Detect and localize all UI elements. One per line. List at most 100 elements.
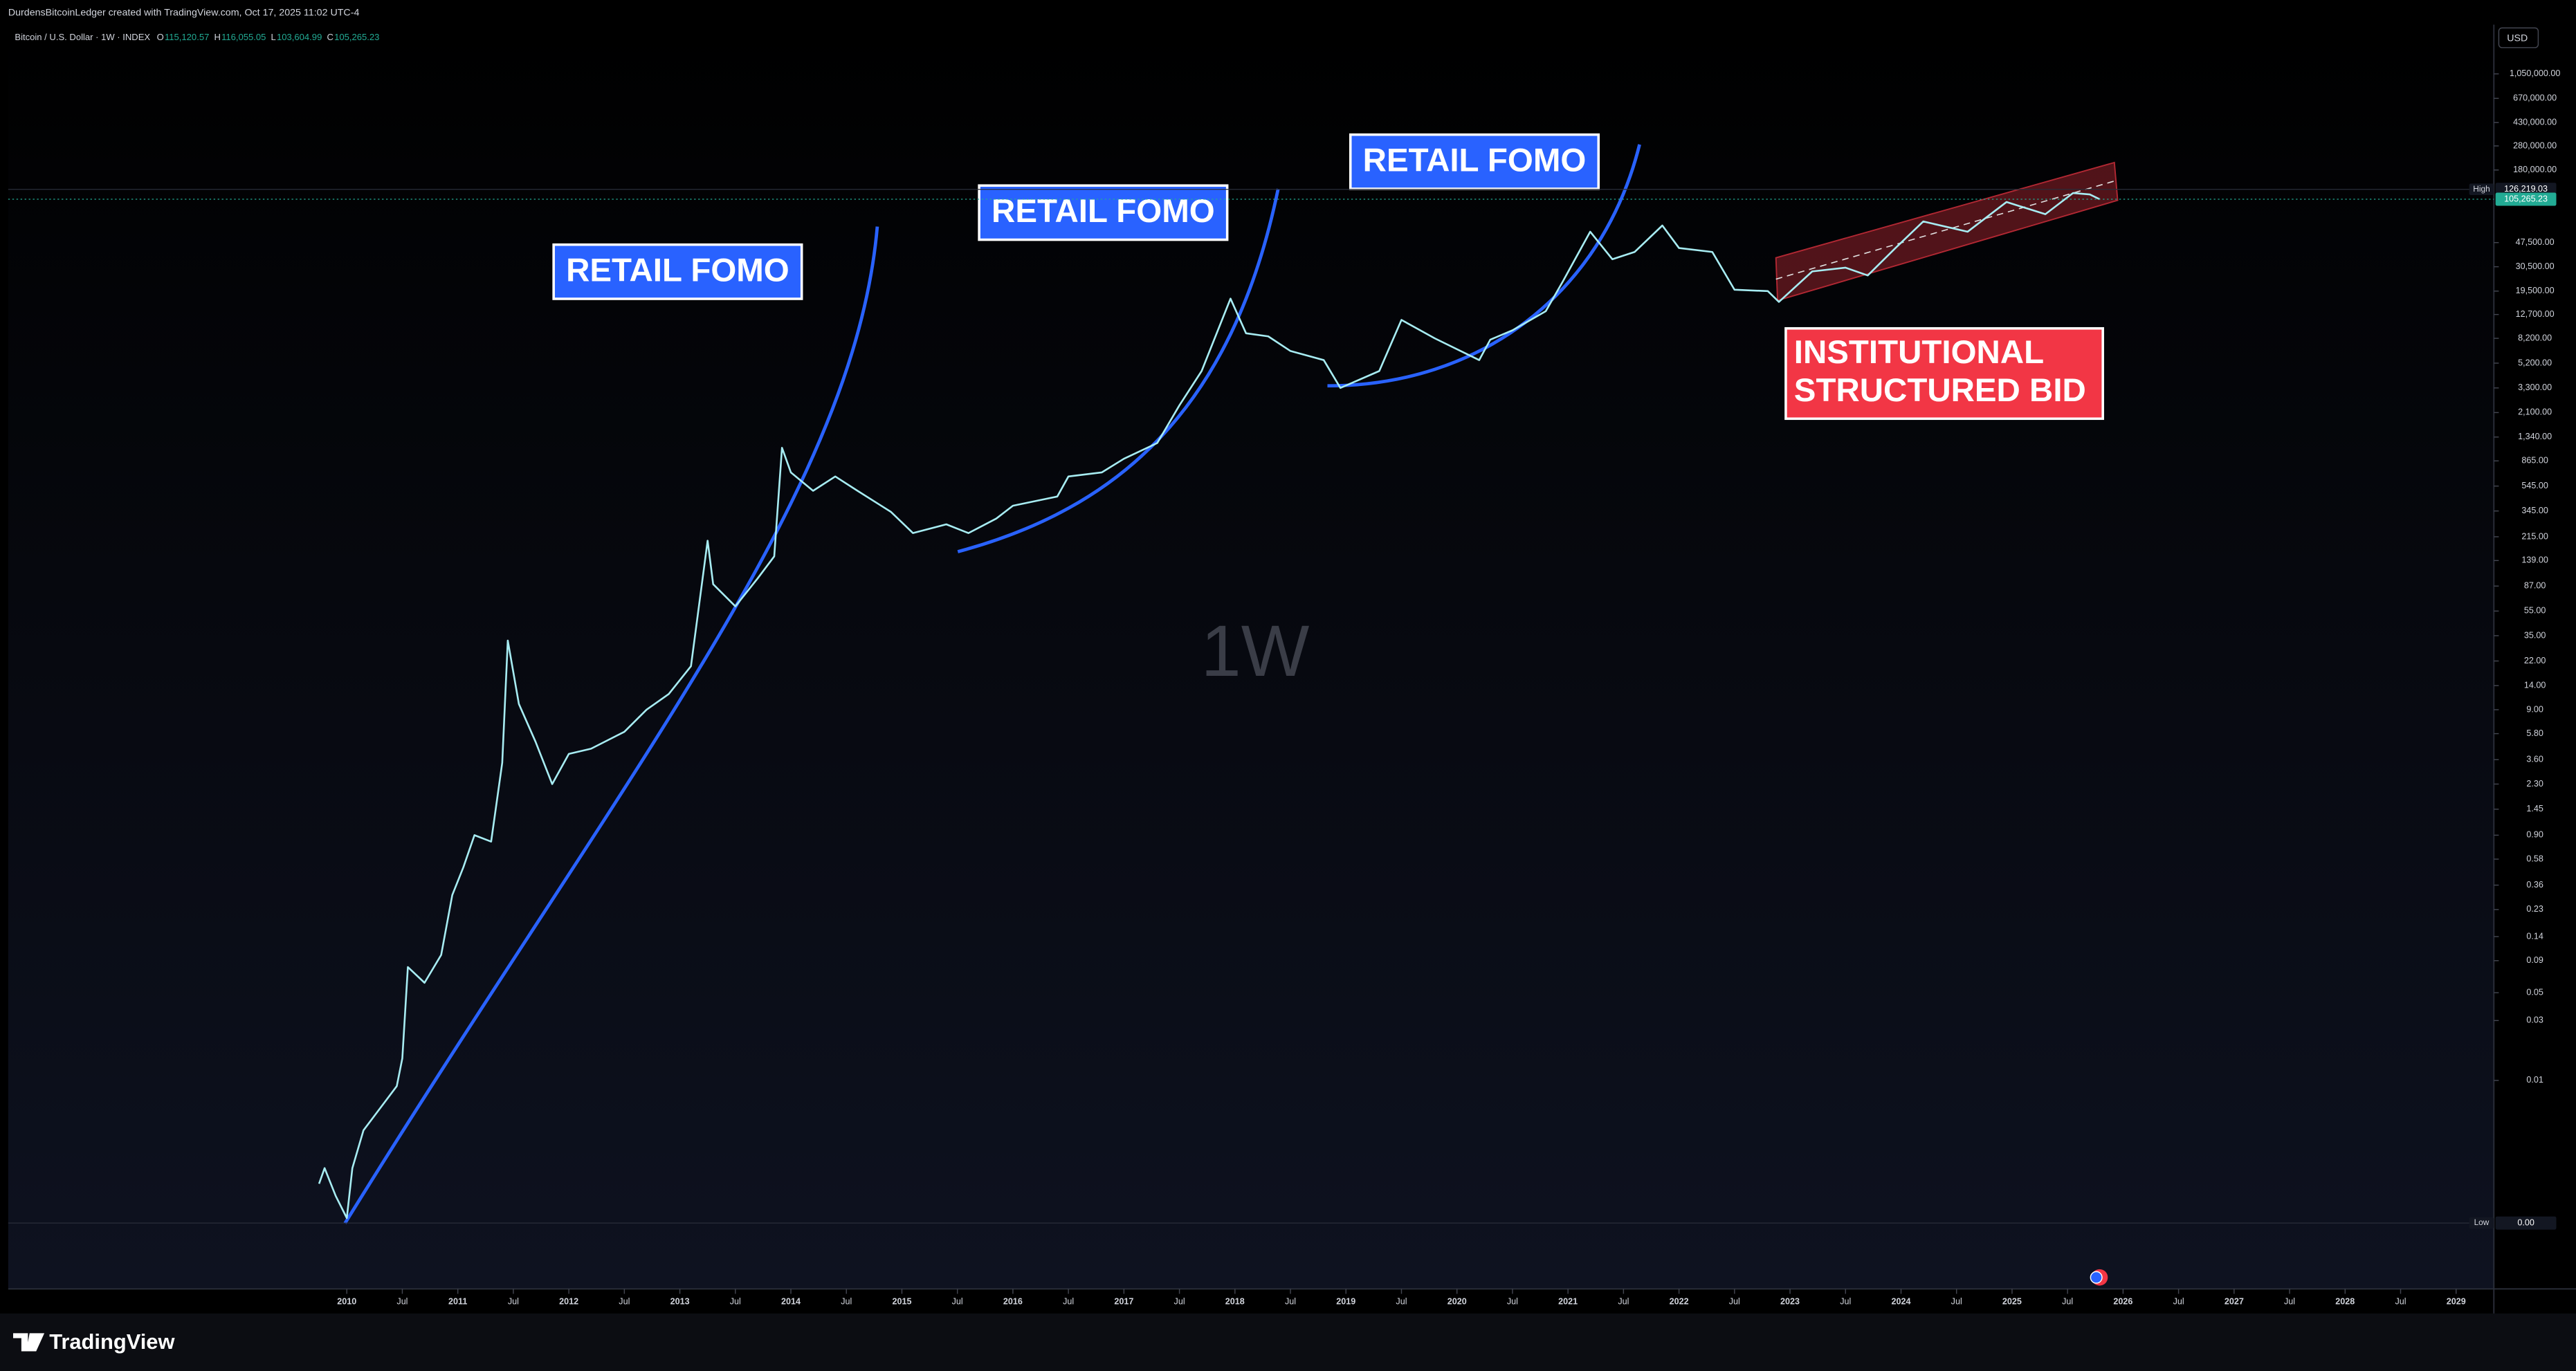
x-tick-label: 2028 xyxy=(2335,1297,2355,1307)
x-tick-label: Jul xyxy=(1951,1297,1962,1307)
price-label-box xyxy=(2495,1216,2557,1230)
x-tick-label: 2027 xyxy=(2225,1297,2244,1307)
y-tick-label: 5,200.00 xyxy=(2518,358,2552,367)
x-tick-label: Jul xyxy=(2173,1297,2184,1307)
top-bar xyxy=(0,0,2576,25)
x-tick-label: Jul xyxy=(1063,1297,1074,1307)
x-tick-label: Jul xyxy=(1507,1297,1518,1307)
y-tick-label: 2,100.00 xyxy=(2518,407,2552,417)
brand-logo xyxy=(12,1333,45,1352)
x-tick-label: Jul xyxy=(2284,1297,2295,1307)
annotation: RETAIL FOMO xyxy=(1363,142,1587,179)
currency: USD xyxy=(2507,33,2528,44)
y-tick-label: 0.05 xyxy=(2526,987,2543,997)
y-tick-label: 0.23 xyxy=(2526,904,2543,914)
x-tick-label: Jul xyxy=(1618,1297,1629,1307)
x-tick-label: 2026 xyxy=(2113,1297,2132,1307)
y-tick-label: 345.00 xyxy=(2521,506,2548,515)
ohlc-value: 115,120.57 xyxy=(165,32,209,42)
price-label-name: High xyxy=(2473,184,2490,194)
x-tick-label: Jul xyxy=(952,1297,963,1307)
ohlc-key: H xyxy=(214,32,220,42)
y-tick-label: 3.60 xyxy=(2526,755,2543,764)
ohlc-value: 116,055.05 xyxy=(221,32,266,42)
y-tick-label: 280,000.00 xyxy=(2513,140,2557,150)
annotation: RETAIL FOMO xyxy=(566,252,789,289)
price-label-tag xyxy=(2469,183,2494,196)
y-tick-label: 0.90 xyxy=(2526,830,2543,840)
price-label: 105,265.23 xyxy=(2504,194,2548,203)
y-tick-label: 9.00 xyxy=(2526,704,2543,714)
x-tick-label: 2010 xyxy=(337,1297,356,1307)
ohlc-value: 103,604.99 xyxy=(277,32,322,42)
y-tick-label: 47,500.00 xyxy=(2516,237,2555,247)
y-tick-label: 0.36 xyxy=(2526,880,2543,890)
x-tick-label: 2022 xyxy=(1670,1297,1689,1307)
x-tick-label: 2018 xyxy=(1225,1297,1245,1307)
y-tick-label: 430,000.00 xyxy=(2513,117,2557,127)
header-text: DurdensBitcoinLedger created with Tradin… xyxy=(8,8,360,19)
x-tick-label: 2024 xyxy=(1892,1297,1911,1307)
x-tick-label: Jul xyxy=(1174,1297,1185,1307)
x-tick-label: Jul xyxy=(841,1297,852,1307)
y-tick-label: 0.14 xyxy=(2526,931,2543,941)
plot-area xyxy=(8,24,2494,1289)
y-tick-label: 0.01 xyxy=(2526,1075,2543,1085)
y-tick-label: 8,200.00 xyxy=(2518,333,2552,342)
y-tick-label: 35.00 xyxy=(2524,630,2546,640)
y-tick-label: 180,000.00 xyxy=(2513,165,2557,174)
y-tick-label: 12,700.00 xyxy=(2516,309,2555,319)
ohlc-key: L xyxy=(271,32,276,42)
x-tick-label: 2013 xyxy=(670,1297,690,1307)
price-label: 0.00 xyxy=(2517,1217,2534,1227)
brand: TradingView xyxy=(49,1329,175,1354)
y-tick-label: 14.00 xyxy=(2524,681,2546,690)
event-icon[interactable] xyxy=(2090,1271,2103,1284)
x-tick-label: Jul xyxy=(396,1297,408,1307)
x-tick-label: Jul xyxy=(1285,1297,1296,1307)
x-tick-label: 2017 xyxy=(1114,1297,1133,1307)
x-tick-label: Jul xyxy=(2395,1297,2406,1307)
y-tick-label: 19,500.00 xyxy=(2516,286,2555,295)
x-tick-label: 2014 xyxy=(781,1297,801,1307)
annotation-box xyxy=(552,243,803,300)
regression-channel xyxy=(1775,161,2119,302)
currency-box[interactable] xyxy=(2498,27,2539,48)
y-tick-label: 1,340.00 xyxy=(2518,432,2552,441)
x-tick-label: Jul xyxy=(619,1297,630,1307)
y-tick-label: 87.00 xyxy=(2524,581,2546,591)
x-tick-label: Jul xyxy=(2062,1297,2073,1307)
y-tick-label: 0.58 xyxy=(2526,854,2543,863)
price-label-box xyxy=(2495,192,2557,206)
x-tick-label: 2020 xyxy=(1447,1297,1467,1307)
ohlc-key: C xyxy=(327,32,333,42)
symbol: Bitcoin / U.S. Dollar · 1W · INDEX xyxy=(15,32,150,42)
x-tick-label: Jul xyxy=(508,1297,519,1307)
x-tick-label: 2011 xyxy=(448,1297,467,1307)
annotations: RETAIL FOMO RETAIL FOMO RETAIL FOMO INST… xyxy=(552,133,2104,421)
x-tick-label: Jul xyxy=(1396,1297,1407,1307)
ohlc-key: O xyxy=(157,32,164,42)
y-tick-label: 0.09 xyxy=(2526,955,2543,965)
x-tick-label: 2016 xyxy=(1003,1297,1023,1307)
x-tick-label: Jul xyxy=(730,1297,741,1307)
series-layer xyxy=(318,192,2101,1220)
y-tick-label: 215.00 xyxy=(2521,531,2548,541)
channel-midline xyxy=(1775,180,2117,280)
annotation-box xyxy=(978,184,1229,241)
annotation: INSTITUTIONAL xyxy=(1794,334,2044,371)
y-tick-label: 3,300.00 xyxy=(2518,383,2552,392)
y-tick-label: 22.00 xyxy=(2524,656,2546,665)
annotation: RETAIL FOMO xyxy=(992,193,1215,230)
watermark: 1W xyxy=(1201,611,1310,692)
y-tick-label: 0.03 xyxy=(2526,1015,2543,1025)
annotation-box xyxy=(1349,133,1600,190)
x-tick-label: 2021 xyxy=(1558,1297,1578,1307)
y-tick-label: 139.00 xyxy=(2521,555,2548,565)
x-tick-label: 2015 xyxy=(892,1297,911,1307)
y-tick-label: 1,050,000.00 xyxy=(2510,68,2560,78)
x-tick-label: Jul xyxy=(1840,1297,1851,1307)
x-tick-label: Jul xyxy=(1729,1297,1740,1307)
